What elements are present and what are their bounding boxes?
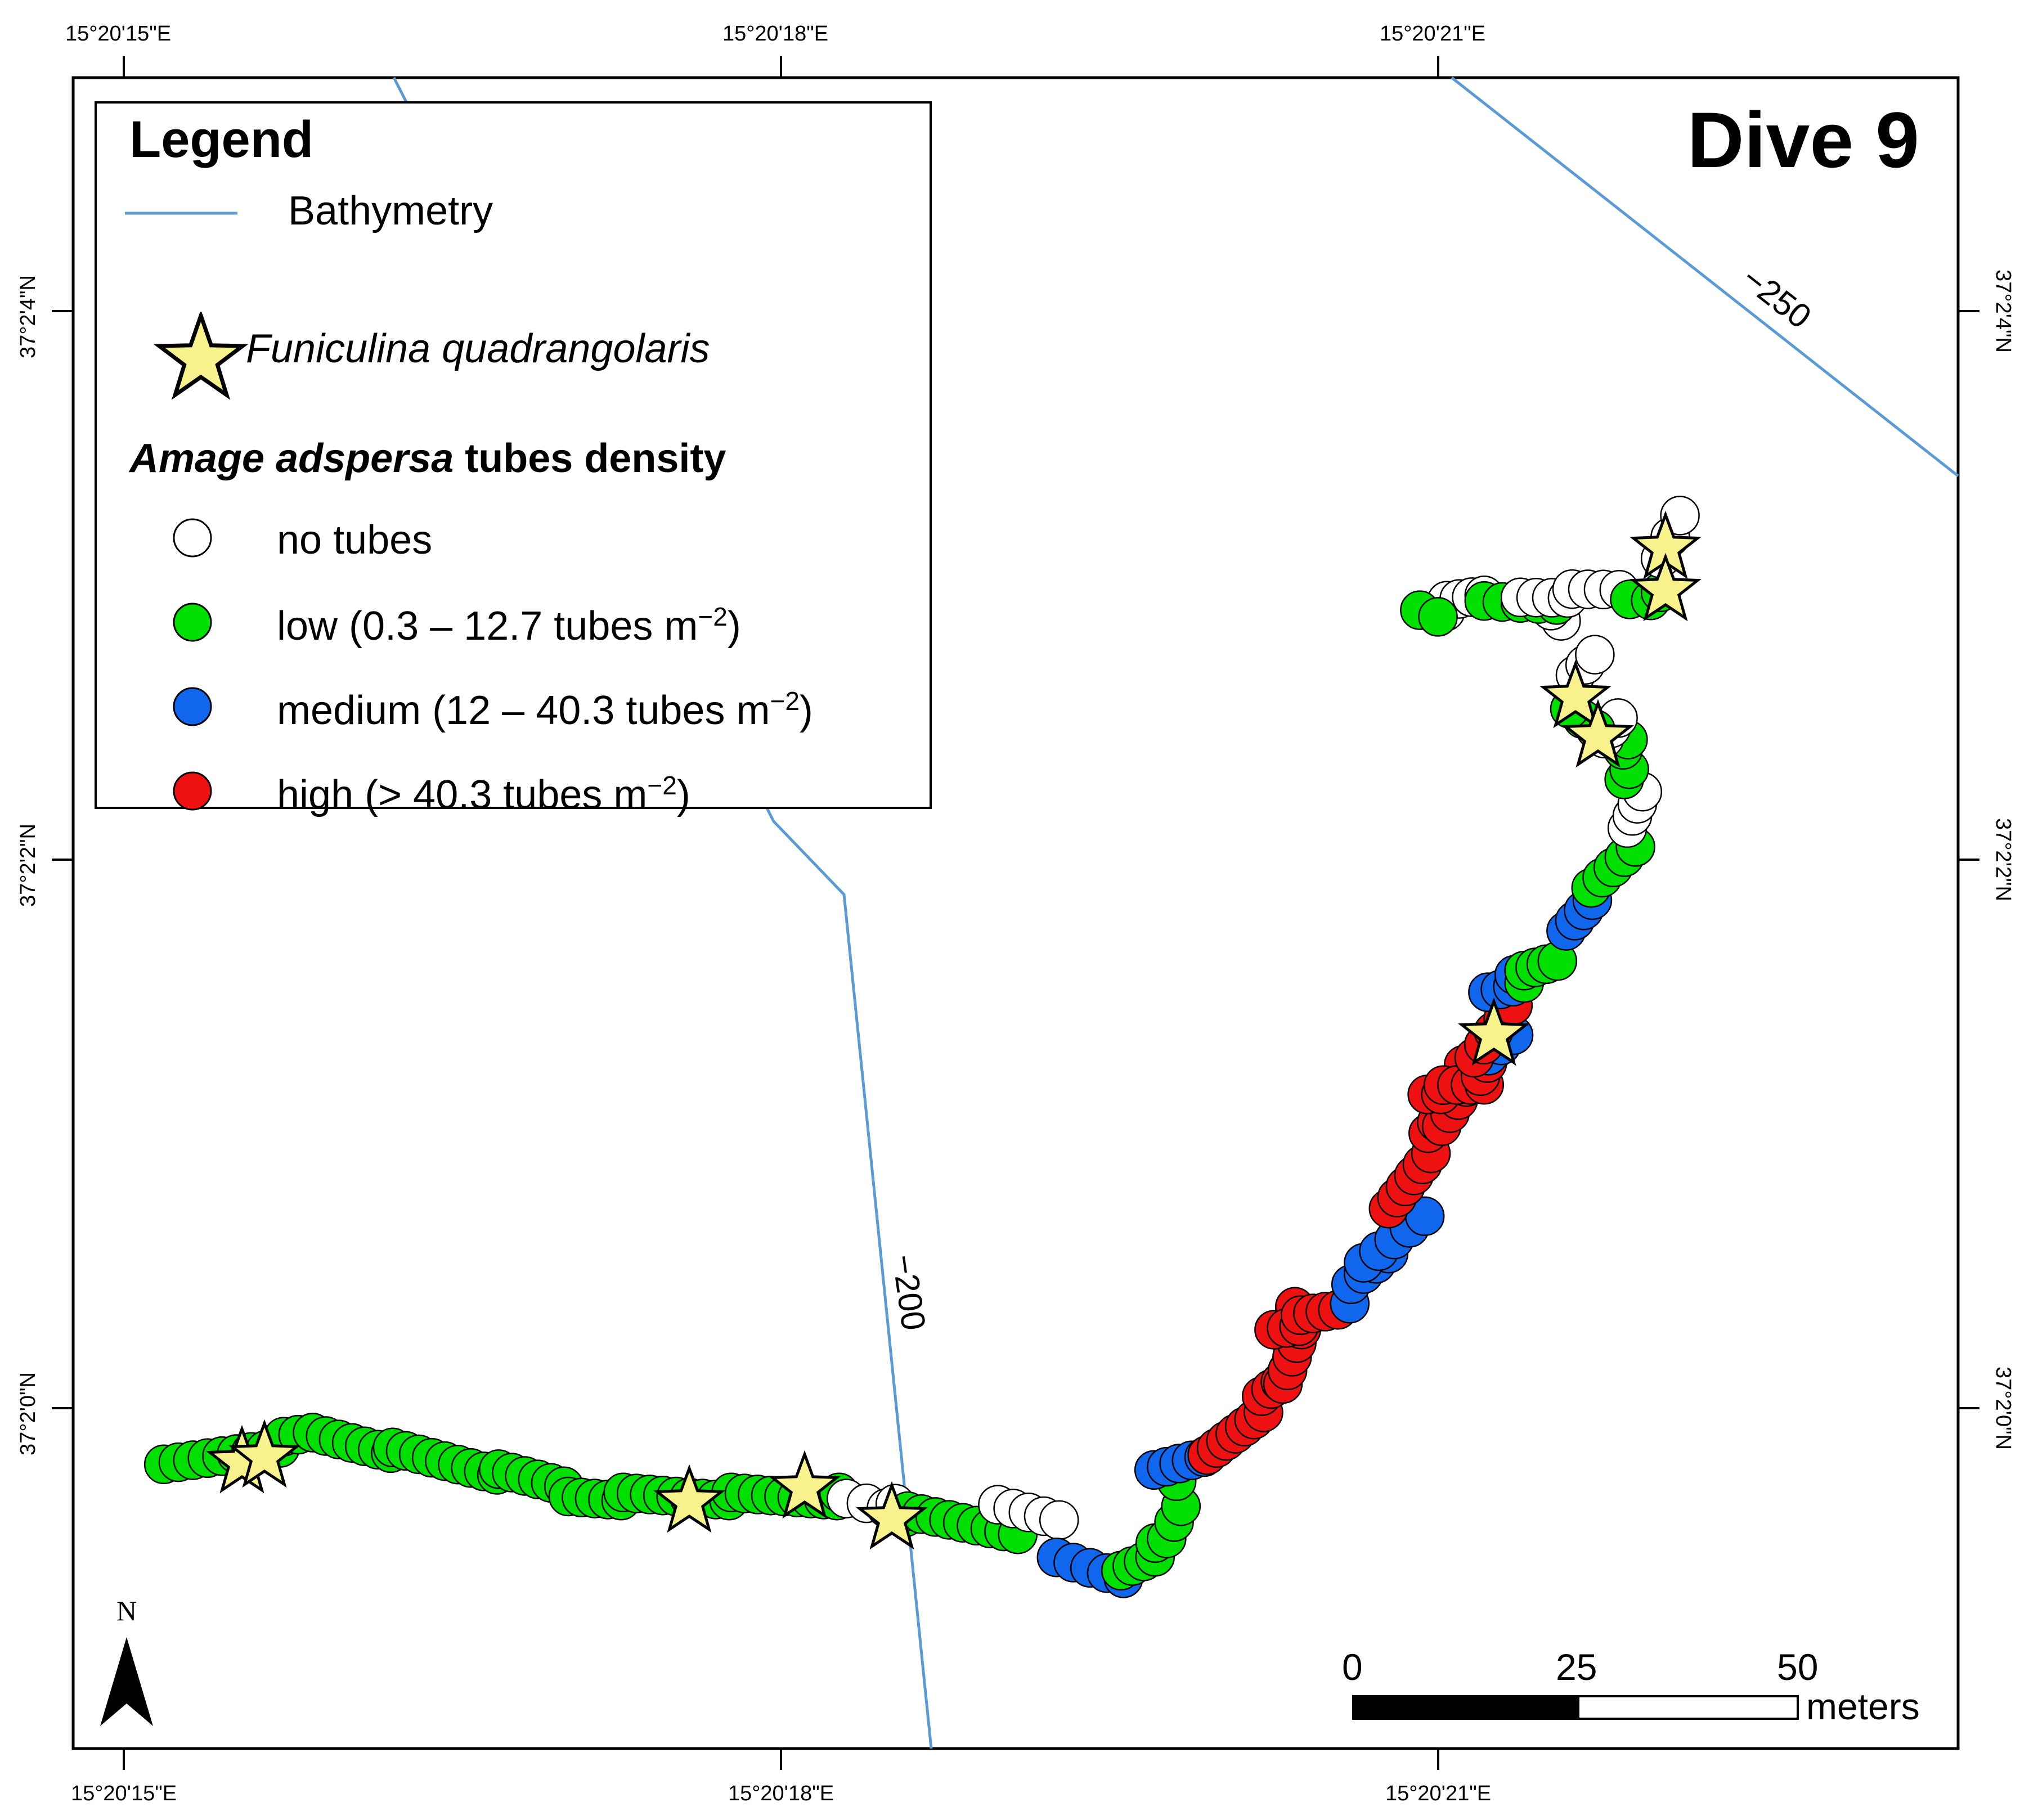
track-point-no-tubes xyxy=(1039,1500,1079,1540)
scale-tick-50: 50 xyxy=(1777,1646,1819,1688)
star-icon xyxy=(1539,659,1611,729)
legend-class-high: high (> 40.3 tubes m−2) xyxy=(277,770,690,818)
scale-tick-0: 0 xyxy=(1342,1646,1363,1688)
lon-label-top-1: 15°20'15"E xyxy=(65,22,171,46)
scale-tick-25: 25 xyxy=(1556,1646,1597,1688)
medium-swatch xyxy=(173,687,212,726)
lon-label-bottom-2: 15°20'18"E xyxy=(728,1782,834,1805)
star-icon xyxy=(1458,997,1530,1066)
legend-class-low-text: low (0.3 – 12.7 tubes m xyxy=(277,604,698,649)
north-arrow-icon xyxy=(100,1637,153,1726)
no-tubes-swatch xyxy=(173,518,212,558)
legend-class-medium-sup: −2 xyxy=(770,686,800,716)
lon-label-bottom-3: 15°20'21"E xyxy=(1385,1782,1491,1805)
star-icon xyxy=(769,1450,841,1519)
lat-label-left-2: 37°2'2"N xyxy=(16,824,40,907)
track-point-low xyxy=(1418,597,1458,637)
legend-bathymetry-label: Bathymetry xyxy=(288,188,493,233)
lon-label-top-3: 15°20'21"E xyxy=(1380,22,1485,46)
legend-title: Legend xyxy=(129,111,314,168)
species-observations xyxy=(206,510,1702,1550)
lon-label-top-2: 15°20'18"E xyxy=(722,22,828,46)
star-icon xyxy=(153,312,249,400)
star-icon xyxy=(1630,552,1702,622)
legend-class-medium-close: ) xyxy=(799,688,813,733)
graticule-ticks xyxy=(52,56,1979,1770)
star-icon xyxy=(856,1481,928,1550)
bathymetry-swatch xyxy=(125,212,237,215)
high-swatch xyxy=(173,771,212,811)
north-arrow: N xyxy=(100,1595,153,1726)
star-icon xyxy=(653,1464,725,1533)
lon-label-bottom-1: 15°20'15"E xyxy=(71,1782,177,1805)
legend-density-title-species: Amage adspersa xyxy=(129,436,454,481)
scale-bar-light-segment xyxy=(1577,1695,1799,1720)
legend-density-title: Amage adspersa tubes density xyxy=(129,435,726,482)
bathymetry-line-250 xyxy=(1451,77,1959,477)
track-point-no-tubes xyxy=(1575,635,1615,675)
scale-bar xyxy=(1352,1695,1799,1720)
star-icon xyxy=(228,1419,300,1488)
legend-class-low: low (0.3 – 12.7 tubes m−2) xyxy=(277,601,741,649)
legend-class-high-close: ) xyxy=(676,772,690,817)
legend-class-high-text: high (> 40.3 tubes m xyxy=(277,772,648,817)
legend-class-no-tubes: no tubes xyxy=(277,518,433,563)
legend-class-medium-text: medium (12 – 40.3 tubes m xyxy=(277,688,770,733)
legend: Legend Bathymetry Funiculina quadrangola… xyxy=(95,101,932,817)
legend-class-medium: medium (12 – 40.3 tubes m−2) xyxy=(277,686,813,734)
lat-label-right-2: 37°2'2"N xyxy=(1991,818,2015,901)
lat-label-right-3: 37°2'0"N xyxy=(1991,1367,2015,1450)
north-arrow-label: N xyxy=(116,1595,137,1626)
lat-label-right-1: 37°2'4"N xyxy=(1991,269,2015,353)
scale-bar-dark-segment xyxy=(1352,1695,1579,1720)
legend-density-title-rest: tubes density xyxy=(454,436,726,481)
legend-class-high-sup: −2 xyxy=(647,771,677,800)
scale-unit: meters xyxy=(1806,1686,1920,1727)
lat-label-left-1: 37°2'4"N xyxy=(16,275,40,358)
map-title: Dive 9 xyxy=(1687,96,1919,184)
low-swatch xyxy=(173,603,212,642)
legend-species-label: Funiculina quadrangolaris xyxy=(246,326,710,371)
lat-label-left-3: 37°2'0"N xyxy=(16,1372,40,1455)
legend-class-low-sup: −2 xyxy=(698,602,728,631)
legend-class-low-close: ) xyxy=(727,604,741,649)
star-icon xyxy=(1562,699,1634,768)
